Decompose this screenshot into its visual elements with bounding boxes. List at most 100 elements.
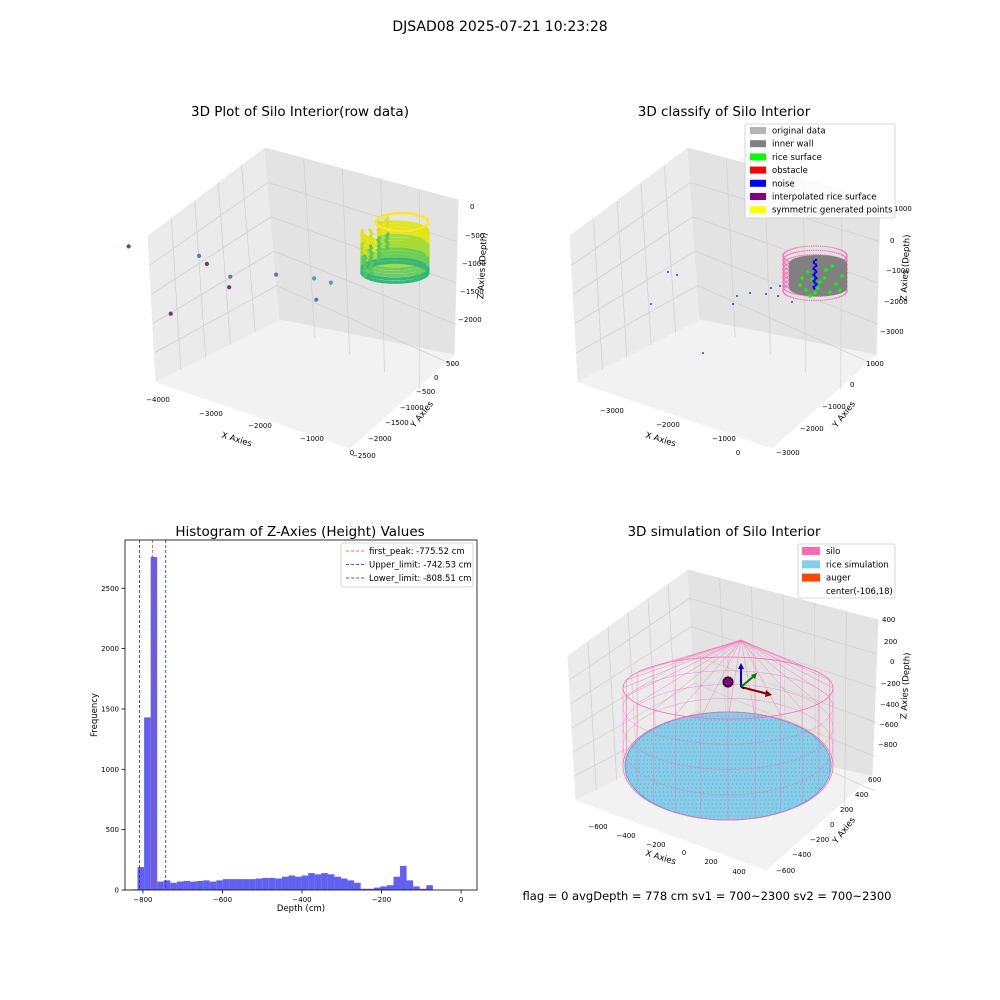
- simulation-rice-point: [728, 747, 730, 749]
- histogram-bar: [275, 878, 282, 890]
- simulation-rice-point: [658, 763, 660, 765]
- simulation-rice-point: [784, 755, 786, 757]
- simulation-rice-point: [759, 735, 761, 737]
- simulation-rice-point: [675, 723, 678, 725]
- simulation-rice-point: [724, 755, 726, 757]
- classify-noise-point: [813, 287, 816, 290]
- simulation-rice-point: [649, 751, 652, 753]
- histogram-bar: [242, 879, 250, 890]
- simulation-rice-point: [758, 719, 760, 721]
- simulation-rice-point: [664, 747, 666, 749]
- simulation-rice-point: [782, 739, 785, 741]
- simulation-rice-point: [771, 759, 773, 761]
- simulation-rice-point: [691, 735, 693, 737]
- simulation-rice-point: [803, 735, 805, 737]
- simulation-rice-point: [670, 739, 673, 741]
- simulation-rice-point: [750, 719, 752, 721]
- raw-x-tick: −4000: [146, 396, 170, 404]
- simulation-rice-point: [797, 751, 800, 753]
- simulation-rice-point: [810, 739, 813, 741]
- simulation-rice-point: [816, 747, 818, 749]
- simulation-rice-point: [777, 751, 780, 753]
- simulation-rice-point: [683, 743, 685, 745]
- classify-wall-point: [828, 250, 830, 252]
- classify-wall-point: [846, 258, 848, 261]
- histogram-bar: [347, 880, 355, 890]
- simulation-rice-point: [758, 739, 761, 741]
- simulation-rice-point: [747, 727, 749, 729]
- simulation-rice-point: [800, 731, 803, 733]
- simulation-rice-point: [651, 759, 653, 761]
- simulation-rice-point: [671, 771, 673, 773]
- raw-x-tick: −1000: [300, 435, 324, 443]
- simulation-rice-point: [689, 751, 692, 753]
- histogram-bar: [340, 878, 348, 890]
- classify-wall-point: [806, 249, 808, 252]
- simulation-3d-title: 3D simulation of Silo Interior: [627, 524, 821, 540]
- classify-wall-point: [798, 251, 800, 253]
- simulation-rice-point: [774, 767, 776, 769]
- simulation-rice-point: [757, 751, 760, 753]
- histogram-bar: [301, 875, 309, 890]
- simulation-rice-point: [751, 735, 753, 737]
- classify-wall-point: [789, 248, 792, 251]
- simulation-rice-point: [730, 763, 732, 765]
- simulation-rice-point: [739, 771, 741, 773]
- raw-y-tick: −2000: [368, 435, 392, 443]
- histogram-bar: [400, 865, 407, 890]
- classify-wall-point: [802, 250, 804, 252]
- simulation-rice-point: [789, 751, 792, 753]
- histogram-y-tick-label: 0: [115, 887, 119, 895]
- simulation-rice-point: [731, 735, 733, 737]
- simulation-rice-point: [725, 751, 728, 753]
- simulation-rice-point: [775, 735, 777, 737]
- raw-x-tick: 0: [350, 449, 354, 457]
- histogram-bar: [413, 886, 420, 890]
- classify-wall-point: [788, 295, 790, 298]
- simulation-rice-point: [775, 771, 777, 773]
- classify-wall-point: [830, 246, 832, 248]
- simulation-rice-point: [812, 747, 814, 749]
- classify-legend-label: symmetric generated points: [772, 206, 893, 216]
- simulation-rice-point: [783, 727, 785, 729]
- simulation-rice-point: [726, 763, 728, 765]
- simulation-rice-point: [803, 771, 805, 773]
- raw-3d-z-ticks: 0 −500 −1000 −1500 −2000: [458, 203, 486, 324]
- simulation-rice-point: [643, 771, 645, 773]
- simulation-rice-point: [788, 731, 791, 733]
- simulation-rice-point: [763, 743, 765, 745]
- classify-wall-point: [846, 254, 848, 256]
- classify-y-tick: −2000: [800, 425, 824, 433]
- simulation-rice-point: [642, 767, 644, 769]
- simulation-rice-point: [766, 767, 768, 769]
- simulation-rice-point: [747, 771, 749, 773]
- simulation-rice-point: [765, 751, 768, 753]
- simulation-rice-point: [695, 727, 697, 729]
- simulation-rice-point: [782, 767, 784, 769]
- simulation-rice-point: [669, 751, 672, 753]
- simulation-rice-point: [719, 759, 721, 761]
- classify-wall-point: [835, 247, 838, 250]
- simulation-rice-point: [756, 747, 758, 749]
- histogram-x-tick-label: −400: [292, 896, 311, 904]
- classify-z-tick: 1000: [894, 205, 912, 213]
- simulation-rice-point: [655, 735, 657, 737]
- simulation-rice-point: [676, 731, 679, 733]
- classify-wall-point: [798, 298, 800, 300]
- classify-noise-point: [812, 267, 815, 271]
- simulation-rice-point: [767, 771, 769, 773]
- classify-legend-swatch: [750, 166, 766, 174]
- classify-legend-swatch: [750, 140, 766, 148]
- raw-3d-y-ticks: 500 0 −500 −1000 −1500 −2000 −2500: [352, 360, 459, 460]
- simulation-rice-point: [762, 767, 764, 769]
- simulation-rice-point: [816, 755, 818, 757]
- raw-x-tick: −3000: [199, 410, 223, 418]
- gridline: [593, 218, 603, 370]
- simulation-rice-point: [679, 743, 681, 745]
- simulation-rice-point: [740, 731, 743, 733]
- histogram-bar: [281, 876, 289, 890]
- raw-cluster-point: [426, 256, 430, 260]
- simulation-rice-point: [679, 727, 681, 729]
- classify-rice-point: [808, 294, 812, 298]
